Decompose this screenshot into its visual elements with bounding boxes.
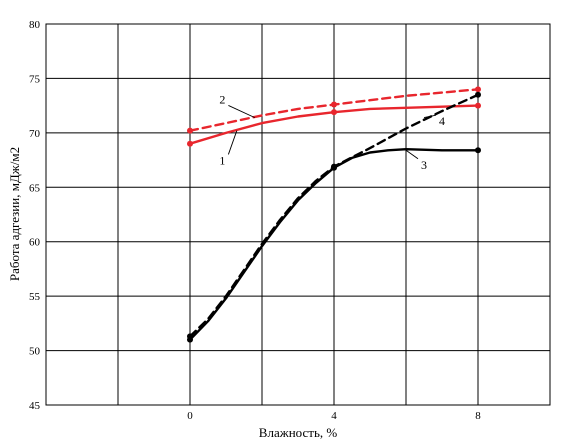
y-axis-title: Работа адгезии, мДж/м2 xyxy=(7,147,22,281)
series-4-point-1 xyxy=(331,163,337,170)
tick-labels: 45 50 55 60 65 70 75 80 0 4 8 xyxy=(29,19,481,422)
y-tick-label: 70 xyxy=(29,128,41,140)
annotation-leader-2 xyxy=(228,105,255,119)
y-tick-label: 60 xyxy=(29,237,41,249)
y-tick-label: 80 xyxy=(29,19,41,31)
y-tick-label: 45 xyxy=(29,400,41,412)
annotation-leader-1 xyxy=(227,130,238,155)
x-tick-label: 0 xyxy=(187,410,193,422)
series-1-point-0 xyxy=(187,140,193,147)
annotation-label-3: 3 xyxy=(421,158,427,172)
series-3-point-2 xyxy=(475,147,481,154)
series-line-3 xyxy=(188,148,480,341)
x-axis-title: Влажность, % xyxy=(259,425,338,440)
series-1-point-2 xyxy=(475,102,481,109)
annotation-leader-3 xyxy=(405,149,419,160)
annotations: 1 2 3 4 xyxy=(219,92,445,171)
series-line-4 xyxy=(188,93,480,338)
series-4-point-2 xyxy=(475,91,481,98)
annotation-label-2: 2 xyxy=(219,92,225,106)
y-tick-label: 75 xyxy=(29,73,41,85)
plot-area xyxy=(45,23,551,406)
series-4-point-0 xyxy=(187,333,193,340)
series-group xyxy=(187,86,481,343)
series-1-point-1 xyxy=(331,109,337,116)
annotation-label-4: 4 xyxy=(439,114,445,128)
y-tick-label: 50 xyxy=(29,346,41,358)
annotation-leader-4 xyxy=(423,114,437,119)
x-tick-label: 4 xyxy=(331,410,337,422)
series-2-point-1 xyxy=(331,101,337,108)
y-tick-label: 55 xyxy=(29,291,41,303)
y-tick-label: 65 xyxy=(29,182,41,194)
series-2-point-2 xyxy=(475,86,481,93)
annotation-label-1: 1 xyxy=(219,153,225,167)
x-tick-label: 8 xyxy=(475,410,481,422)
series-2-point-0 xyxy=(187,127,193,134)
